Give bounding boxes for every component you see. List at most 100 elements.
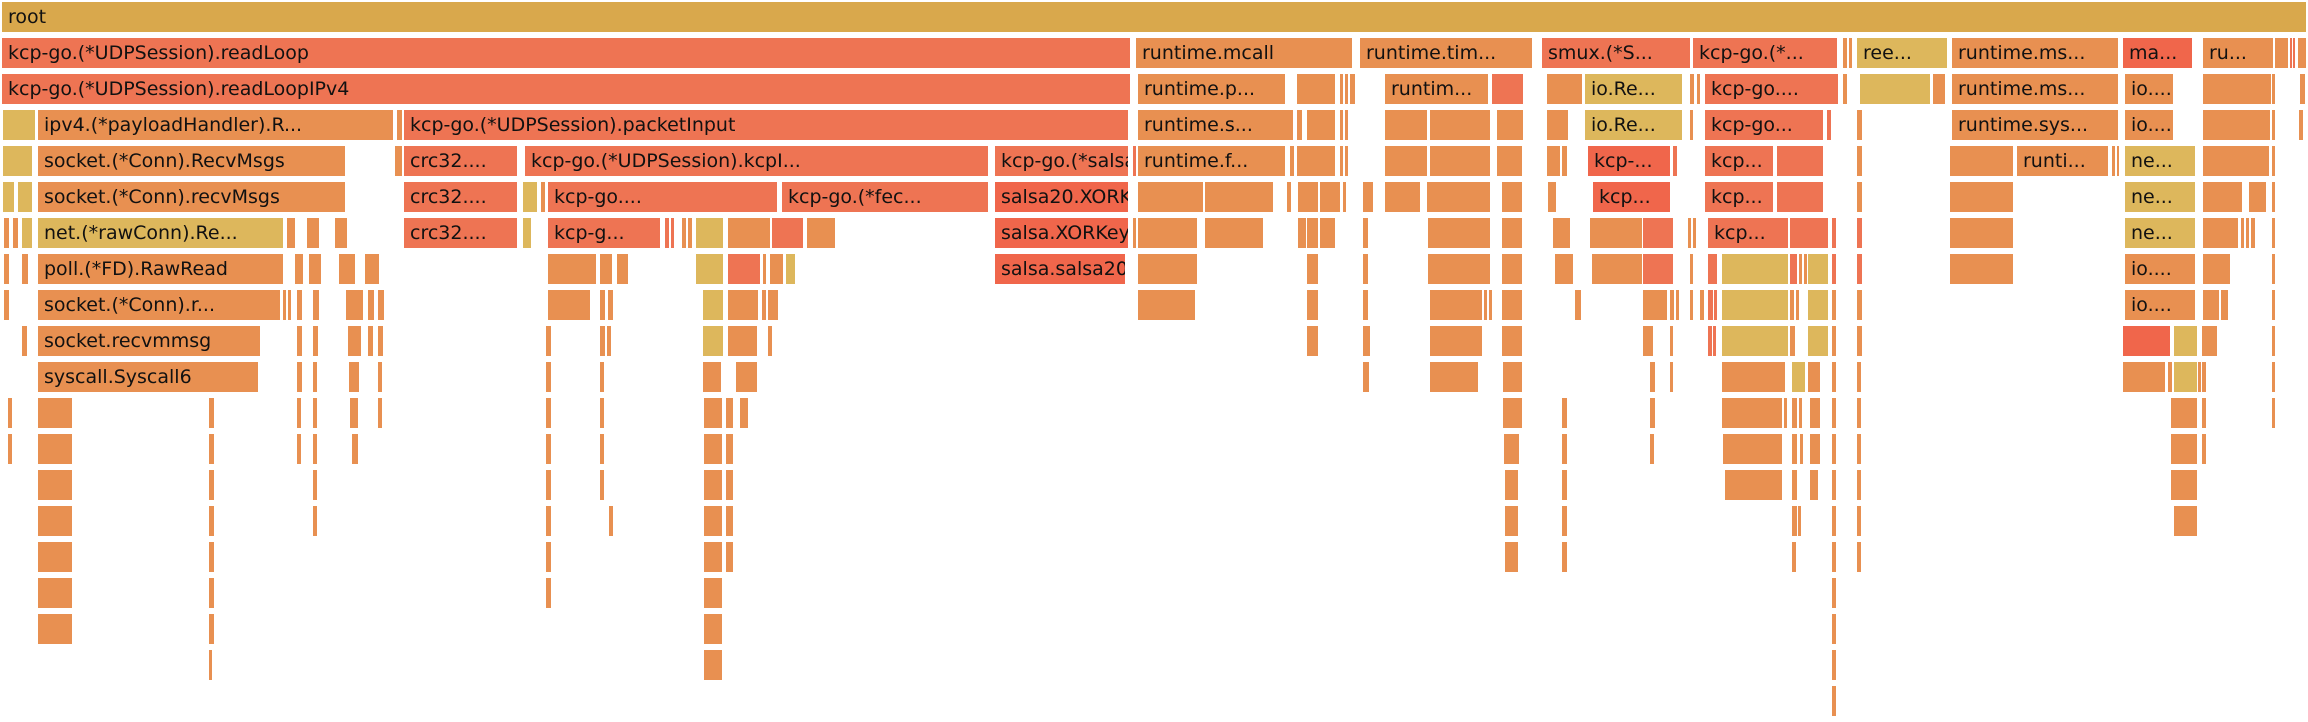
flame-frame[interactable] bbox=[2203, 290, 2219, 320]
flame-frame[interactable] bbox=[1428, 218, 1490, 248]
flame-frame[interactable] bbox=[1562, 434, 1567, 464]
flame-frame-smux-s[interactable]: smux.(*S... bbox=[1542, 38, 1690, 68]
flame-frame[interactable] bbox=[1690, 290, 1693, 320]
flame-frame-runtim[interactable]: runtim... bbox=[1385, 74, 1488, 104]
flame-frame[interactable] bbox=[1363, 182, 1373, 212]
flame-frame[interactable] bbox=[2221, 290, 2228, 320]
flame-frame-runtime-sys[interactable]: runtime.sys... bbox=[1952, 110, 2118, 140]
flame-frame[interactable] bbox=[1138, 254, 1197, 284]
flame-frame[interactable] bbox=[1363, 218, 1368, 248]
flame-frame[interactable] bbox=[1857, 398, 1861, 428]
flame-frame[interactable] bbox=[209, 650, 212, 680]
flame-frame[interactable] bbox=[600, 290, 605, 320]
flame-frame[interactable] bbox=[1799, 398, 1802, 428]
flame-frame-kcp-go-udpsession-readloop[interactable]: kcp-go.(*UDPSession).readLoop bbox=[2, 38, 1130, 68]
flame-frame[interactable] bbox=[1722, 326, 1788, 356]
flame-frame[interactable] bbox=[772, 218, 803, 248]
flame-frame[interactable] bbox=[703, 362, 721, 392]
flame-frame[interactable] bbox=[1497, 110, 1523, 140]
flame-frame[interactable] bbox=[1832, 686, 1836, 716]
flame-frame[interactable] bbox=[313, 326, 318, 356]
flame-frame[interactable] bbox=[209, 614, 214, 644]
flame-frame-io[interactable]: io.... bbox=[2125, 254, 2195, 284]
flame-frame[interactable] bbox=[1810, 434, 1820, 464]
flame-frame-ma[interactable]: ma... bbox=[2123, 38, 2192, 68]
flame-frame[interactable] bbox=[1832, 470, 1836, 500]
flame-frame[interactable] bbox=[1502, 182, 1522, 212]
flame-frame[interactable] bbox=[763, 254, 766, 284]
flame-frame[interactable] bbox=[546, 398, 551, 428]
flame-frame[interactable] bbox=[728, 326, 757, 356]
flame-frame-kcp-go[interactable]: kcp-go.(*... bbox=[1693, 38, 1837, 68]
flame-frame[interactable] bbox=[600, 362, 604, 392]
flame-frame[interactable] bbox=[1832, 362, 1836, 392]
flame-frame[interactable] bbox=[1673, 146, 1677, 176]
flame-frame[interactable] bbox=[22, 254, 28, 284]
flame-frame[interactable] bbox=[1950, 218, 2013, 248]
flame-frame[interactable] bbox=[1843, 38, 1847, 68]
flame-frame[interactable] bbox=[2123, 326, 2170, 356]
flame-frame[interactable] bbox=[1832, 218, 1836, 248]
flame-frame[interactable] bbox=[1363, 290, 1368, 320]
flame-frame[interactable] bbox=[2251, 218, 2255, 248]
flame-frame[interactable] bbox=[288, 290, 291, 320]
flame-frame[interactable] bbox=[1777, 146, 1823, 176]
flame-frame[interactable] bbox=[1790, 326, 1795, 356]
flame-frame[interactable] bbox=[2203, 218, 2238, 248]
flame-frame[interactable] bbox=[600, 326, 605, 356]
flame-frame[interactable] bbox=[1832, 290, 1836, 320]
flame-frame[interactable] bbox=[726, 398, 733, 428]
flame-frame-ne[interactable]: ne... bbox=[2125, 218, 2195, 248]
flame-frame[interactable] bbox=[2300, 74, 2305, 104]
flame-frame[interactable] bbox=[1857, 110, 1862, 140]
flame-frame-runti[interactable]: runti... bbox=[2017, 146, 2108, 176]
flame-frame[interactable] bbox=[13, 218, 18, 248]
flame-frame[interactable] bbox=[8, 434, 12, 464]
flame-frame[interactable] bbox=[378, 290, 384, 320]
flame-frame[interactable] bbox=[1792, 434, 1797, 464]
flame-frame[interactable] bbox=[1950, 254, 2013, 284]
flame-frame[interactable] bbox=[600, 254, 612, 284]
flame-frame[interactable] bbox=[600, 434, 604, 464]
flame-frame[interactable] bbox=[728, 290, 758, 320]
flame-frame[interactable] bbox=[546, 506, 551, 536]
flame-frame[interactable] bbox=[1857, 506, 1861, 536]
flame-frame[interactable] bbox=[22, 326, 27, 356]
flame-frame-runtime-f[interactable]: runtime.f... bbox=[1138, 146, 1285, 176]
flame-frame-runtime-ms[interactable]: runtime.ms... bbox=[1952, 74, 2118, 104]
flame-frame-runtime-p[interactable]: runtime.p... bbox=[1138, 74, 1285, 104]
flame-frame[interactable] bbox=[1792, 398, 1797, 428]
flame-frame[interactable] bbox=[2202, 398, 2206, 428]
flame-frame[interactable] bbox=[1562, 506, 1567, 536]
flame-frame[interactable] bbox=[1489, 290, 1492, 320]
flame-frame[interactable] bbox=[1697, 74, 1700, 104]
flame-frame[interactable] bbox=[1345, 74, 1348, 104]
flame-frame[interactable] bbox=[786, 254, 795, 284]
flame-frame[interactable] bbox=[1857, 542, 1861, 572]
flame-frame[interactable] bbox=[1547, 146, 1560, 176]
flame-frame[interactable] bbox=[2174, 470, 2197, 500]
flame-frame[interactable] bbox=[728, 218, 770, 248]
flame-frame-salsa-xorkeyst[interactable]: salsa.XORKeySt... bbox=[995, 218, 1128, 248]
flame-frame[interactable] bbox=[2246, 218, 2249, 248]
flame-frame[interactable] bbox=[2203, 110, 2270, 140]
flame-frame[interactable] bbox=[1857, 254, 1862, 284]
flame-frame-kcp-go[interactable]: kcp-go.... bbox=[1705, 74, 1838, 104]
flame-frame[interactable] bbox=[1832, 542, 1836, 572]
flame-frame[interactable] bbox=[1385, 110, 1427, 140]
flame-frame[interactable] bbox=[1722, 254, 1788, 284]
flame-frame[interactable] bbox=[2174, 362, 2197, 392]
flame-frame[interactable] bbox=[546, 578, 551, 608]
flame-frame[interactable] bbox=[38, 398, 72, 428]
flame-frame[interactable] bbox=[665, 218, 669, 248]
flame-frame[interactable] bbox=[1810, 398, 1820, 428]
flame-frame[interactable] bbox=[1713, 326, 1716, 356]
flame-frame[interactable] bbox=[348, 326, 361, 356]
flame-frame[interactable] bbox=[38, 506, 72, 536]
flame-frame[interactable] bbox=[368, 326, 373, 356]
flame-frame[interactable] bbox=[38, 614, 72, 644]
flame-frame[interactable] bbox=[1832, 506, 1836, 536]
flame-frame[interactable] bbox=[704, 506, 722, 536]
flame-frame[interactable] bbox=[1725, 470, 1782, 500]
flame-frame[interactable] bbox=[1857, 146, 1862, 176]
